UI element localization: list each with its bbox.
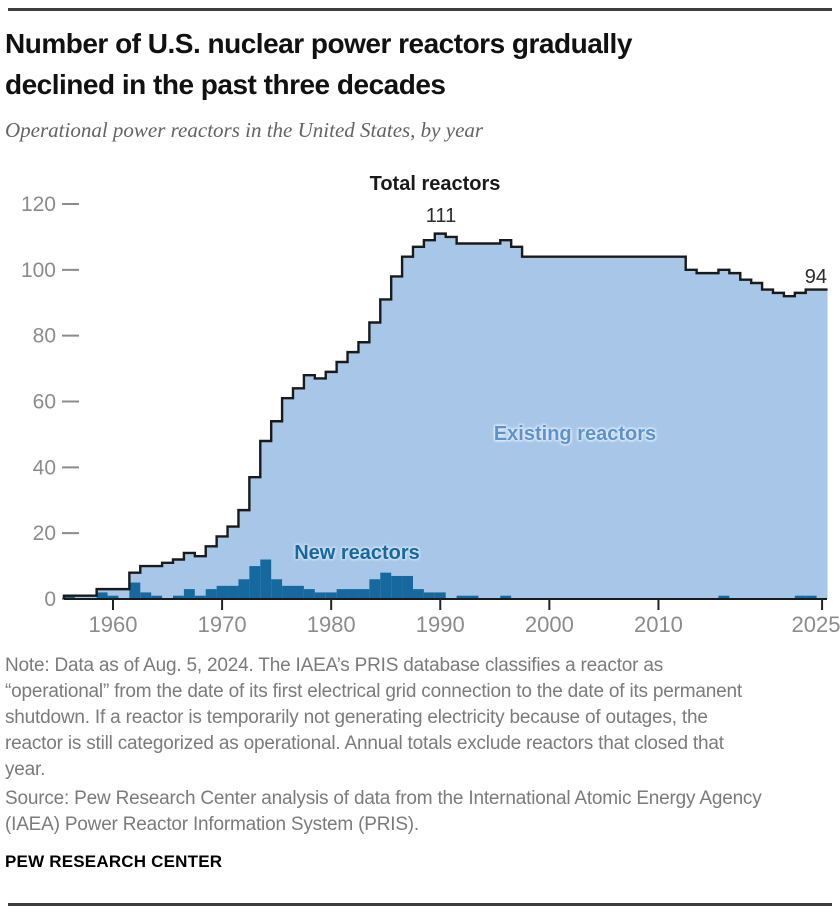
- svg-text:2010: 2010: [634, 612, 683, 637]
- total-reactors-label: Total reactors: [369, 173, 501, 195]
- chart-subtitle: Operational power reactors in the United…: [5, 118, 484, 142]
- note-line: reactor is still categorized as operatio…: [5, 733, 724, 754]
- svg-text:1990: 1990: [416, 612, 465, 637]
- svg-text:1980: 1980: [307, 612, 356, 637]
- svg-text:100: 100: [21, 259, 56, 282]
- reactors-step-area-chart: 0 20 40 60 80 100 120 1960 1970 1980 1990 2000 2010 2…: [21, 193, 840, 637]
- svg-text:60: 60: [33, 390, 56, 413]
- pew-research-center-wordmark: PEW RESEARCH CENTER: [5, 852, 223, 871]
- note-line: “operational” from the date of its first…: [5, 681, 742, 702]
- end-value-label: 94: [804, 266, 827, 288]
- svg-text:120: 120: [21, 193, 56, 216]
- page-title: Number of U.S. nuclear power reactors gr…: [5, 28, 632, 100]
- chart-source: Source: Pew Research Center analysis of …: [5, 786, 835, 838]
- note-line: Note: Data as of Aug. 5, 2024. The IAEA’…: [5, 655, 664, 676]
- chart-note: Note: Data as of Aug. 5, 2024. The IAEA’…: [5, 653, 835, 783]
- existing-reactors-label: Existing reactors: [493, 423, 657, 445]
- svg-text:40: 40: [33, 456, 56, 479]
- source-line: (IAEA) Power Reactor Information System …: [5, 814, 419, 835]
- svg-text:20: 20: [33, 522, 56, 545]
- svg-text:0: 0: [44, 588, 56, 611]
- bottom-rule: [8, 903, 832, 906]
- source-line: Source: Pew Research Center analysis of …: [5, 788, 762, 809]
- top-rule: [8, 8, 832, 11]
- svg-text:1970: 1970: [198, 612, 247, 637]
- peak-value-label: 111: [425, 205, 457, 227]
- note-line: shutdown. If a reactor is temporarily no…: [5, 707, 708, 728]
- svg-text:80: 80: [33, 325, 56, 348]
- svg-text:1960: 1960: [89, 612, 138, 637]
- svg-text:2000: 2000: [525, 612, 574, 637]
- new-reactors-label: New reactors: [294, 542, 420, 564]
- chart-area: 0 20 40 60 80 100 120 1960 1970 1980 1990 2000 2010 2…: [0, 160, 840, 645]
- svg-text:2025: 2025: [792, 612, 840, 637]
- note-line: year.: [5, 759, 46, 780]
